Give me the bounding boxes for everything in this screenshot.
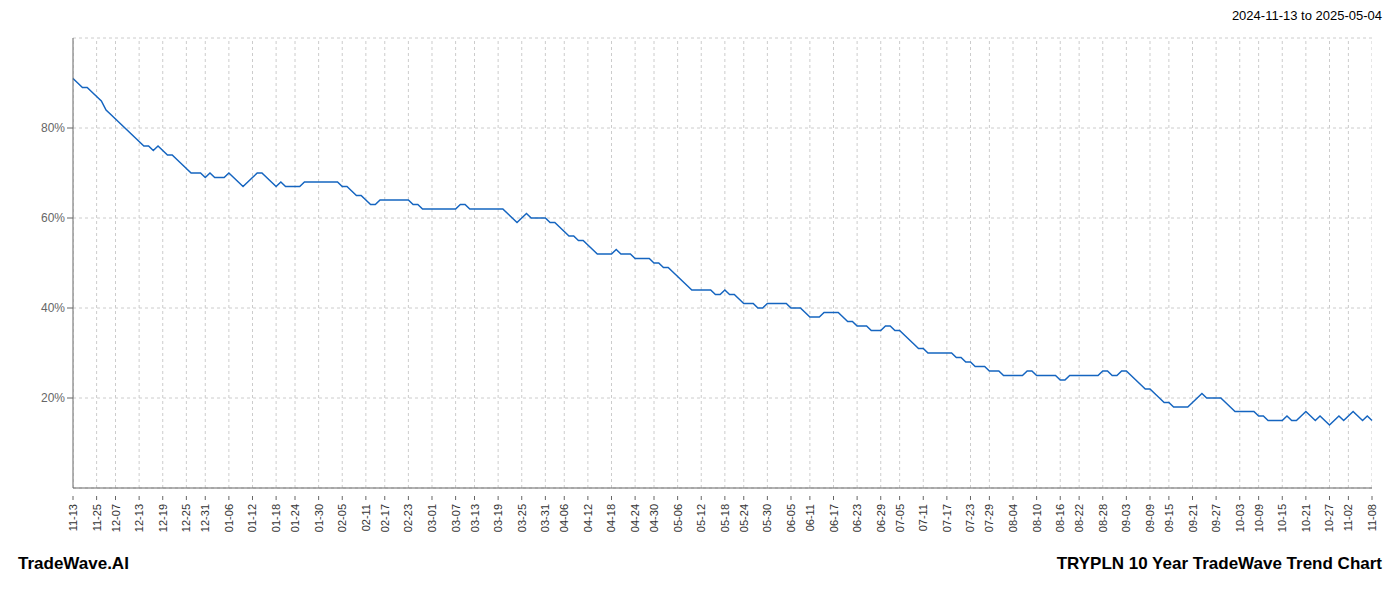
svg-text:02-17: 02-17 bbox=[379, 504, 391, 532]
svg-text:04-18: 04-18 bbox=[605, 504, 617, 532]
svg-text:12-19: 12-19 bbox=[157, 504, 169, 532]
svg-text:01-24: 01-24 bbox=[289, 504, 301, 532]
svg-text:09-09: 09-09 bbox=[1144, 504, 1156, 532]
svg-text:05-30: 05-30 bbox=[761, 504, 773, 532]
svg-text:03-31: 03-31 bbox=[539, 504, 551, 532]
svg-text:01-30: 01-30 bbox=[313, 504, 325, 532]
svg-text:04-12: 04-12 bbox=[582, 504, 594, 532]
svg-text:80%: 80% bbox=[41, 121, 65, 135]
svg-text:05-18: 05-18 bbox=[719, 504, 731, 532]
svg-text:11-25: 11-25 bbox=[91, 504, 103, 531]
svg-text:02-11: 02-11 bbox=[360, 504, 372, 531]
html-text:TRYPLN 10 Year TradeWave Trend: TRYPLN 10 Year TradeWave Trend Chart bbox=[1056, 554, 1382, 573]
svg-text:40%: 40% bbox=[41, 301, 65, 315]
svg-text:09-27: 09-27 bbox=[1210, 504, 1222, 532]
svg-text:07-17: 07-17 bbox=[941, 504, 953, 532]
svg-text:07-11: 07-11 bbox=[917, 504, 929, 531]
svg-text:01-18: 01-18 bbox=[270, 504, 282, 532]
svg-text:06-05: 06-05 bbox=[785, 504, 797, 532]
svg-text:20%: 20% bbox=[41, 391, 65, 405]
svg-text:03-19: 03-19 bbox=[492, 504, 504, 532]
svg-text:08-04: 08-04 bbox=[1007, 504, 1019, 532]
svg-text:01-12: 01-12 bbox=[246, 504, 258, 532]
svg-text:09-03: 09-03 bbox=[1120, 504, 1132, 532]
svg-text:03-13: 03-13 bbox=[469, 504, 481, 532]
svg-text:10-27: 10-27 bbox=[1323, 504, 1335, 532]
svg-text:07-23: 07-23 bbox=[964, 504, 976, 532]
svg-text:12-25: 12-25 bbox=[180, 504, 192, 532]
svg-text:11-02: 11-02 bbox=[1342, 504, 1354, 531]
svg-text:07-29: 07-29 bbox=[983, 504, 995, 532]
svg-text:04-24: 04-24 bbox=[629, 504, 641, 532]
svg-text:08-28: 08-28 bbox=[1097, 504, 1109, 532]
svg-text:08-22: 08-22 bbox=[1073, 504, 1085, 532]
svg-text:01-06: 01-06 bbox=[223, 504, 235, 532]
svg-text:09-15: 09-15 bbox=[1163, 504, 1175, 532]
svg-text:10-21: 10-21 bbox=[1300, 504, 1312, 532]
svg-text:09-21: 09-21 bbox=[1187, 504, 1199, 532]
html-text:2024-11-13 to 2025-05-04: 2024-11-13 to 2025-05-04 bbox=[1231, 8, 1382, 23]
svg-text:06-29: 06-29 bbox=[875, 504, 887, 532]
svg-text:10-03: 10-03 bbox=[1234, 504, 1246, 532]
svg-text:03-01: 03-01 bbox=[426, 504, 438, 532]
svg-text:11-13: 11-13 bbox=[67, 504, 79, 531]
svg-text:04-30: 04-30 bbox=[648, 504, 660, 532]
html-text:TradeWave.AI: TradeWave.AI bbox=[18, 554, 129, 573]
svg-text:05-24: 05-24 bbox=[738, 504, 750, 532]
svg-text:12-31: 12-31 bbox=[199, 504, 211, 532]
svg-text:02-23: 02-23 bbox=[402, 504, 414, 532]
svg-text:08-10: 08-10 bbox=[1031, 504, 1043, 532]
svg-text:03-07: 03-07 bbox=[450, 504, 462, 532]
svg-text:05-06: 05-06 bbox=[672, 504, 684, 532]
svg-text:03-25: 03-25 bbox=[516, 504, 528, 532]
svg-text:10-09: 10-09 bbox=[1253, 504, 1265, 532]
svg-text:04-06: 04-06 bbox=[558, 504, 570, 532]
svg-text:10-15: 10-15 bbox=[1276, 504, 1288, 532]
svg-text:07-05: 07-05 bbox=[894, 504, 906, 532]
svg-text:02-05: 02-05 bbox=[336, 504, 348, 532]
svg-text:12-07: 12-07 bbox=[110, 504, 122, 532]
svg-text:11-08: 11-08 bbox=[1366, 504, 1378, 531]
svg-text:05-12: 05-12 bbox=[695, 504, 707, 532]
svg-text:60%: 60% bbox=[41, 211, 65, 225]
svg-text:06-23: 06-23 bbox=[851, 504, 863, 532]
svg-text:12-13: 12-13 bbox=[133, 504, 145, 532]
svg-text:08-16: 08-16 bbox=[1054, 504, 1066, 532]
svg-text:06-17: 06-17 bbox=[828, 504, 840, 532]
svg-text:06-11: 06-11 bbox=[804, 504, 816, 531]
